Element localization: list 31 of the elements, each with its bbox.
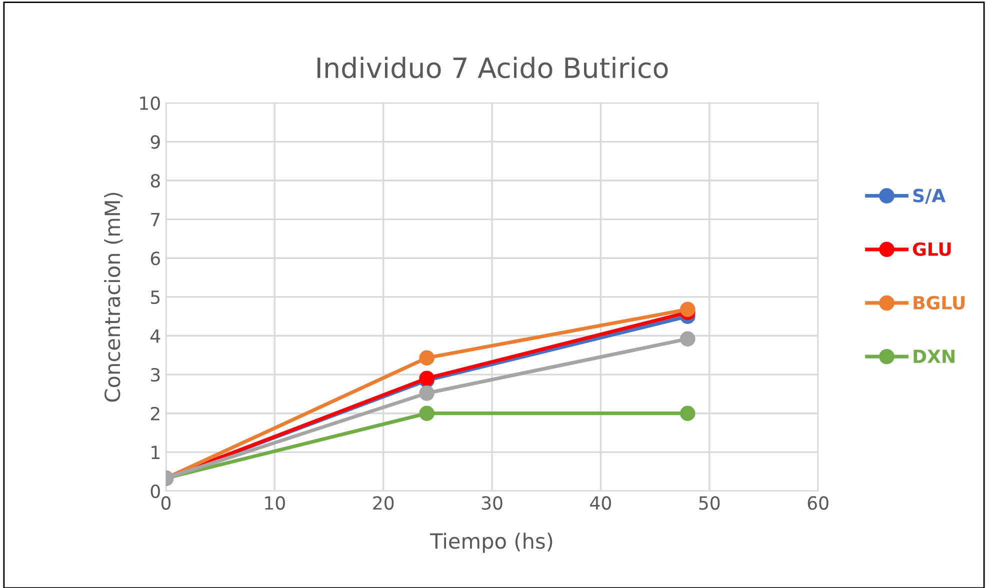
point — [419, 350, 434, 366]
point — [680, 302, 696, 317]
point — [680, 331, 696, 346]
y-tick-label: 3 — [151, 368, 160, 382]
y-tick-label: 4 — [150, 329, 160, 343]
y-tick-label: 9 — [150, 135, 160, 149]
y-tick-label: 5 — [151, 290, 160, 304]
x-tick-label: 40 — [590, 496, 611, 510]
legend-label: S/A — [913, 188, 946, 204]
x-tick-label: 0 — [161, 496, 171, 510]
chart-title: Individuo 7 Acido Butirico — [317, 56, 668, 78]
x-tick-label: 60 — [808, 496, 828, 510]
x-tick-label: 10 — [265, 496, 285, 510]
x-axis-title: Tiempo (hs) — [430, 532, 552, 553]
y-tick-label: 1 — [152, 446, 160, 460]
x-tick-label: 30 — [482, 496, 502, 510]
y-tick-label: 6 — [150, 252, 160, 266]
x-tick-label: 50 — [699, 496, 720, 510]
x-tick-label: 20 — [373, 496, 394, 510]
y-tick-label: 2 — [150, 406, 160, 420]
legend-label: BGLU — [914, 296, 964, 310]
y-tick-label: 10 — [140, 96, 160, 110]
y-tick-label: 8 — [150, 174, 160, 188]
legend-label: GLU — [912, 242, 951, 256]
legend-label: DXN — [914, 350, 954, 363]
point — [419, 386, 434, 401]
y-axis-title: Concentracion (mM) — [104, 192, 123, 402]
y-tick-label: 0 — [150, 484, 160, 498]
point — [680, 406, 696, 422]
point — [419, 406, 434, 422]
y-tick-label: 7 — [151, 213, 160, 226]
